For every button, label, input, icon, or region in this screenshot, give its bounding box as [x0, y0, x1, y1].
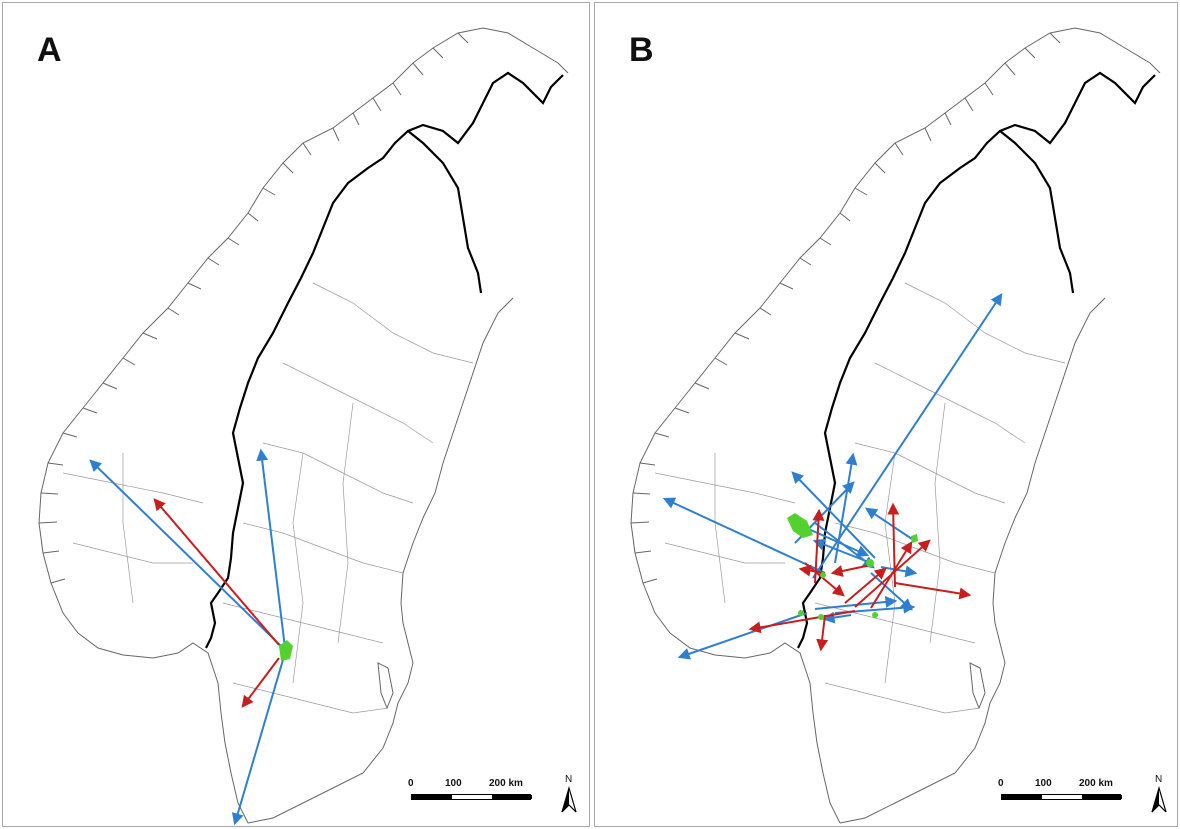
- arrow-blue-north: [256, 448, 286, 649]
- admin-boundaries: [654, 282, 1066, 714]
- scale-tick-0: 0: [408, 778, 414, 789]
- origin-area: [787, 513, 813, 538]
- arrow-red-southwest: [241, 657, 280, 708]
- arrow-blue: [662, 497, 826, 574]
- arrow-red-northwest: [153, 498, 280, 646]
- arrow-blue: [791, 471, 876, 559]
- north-arrow-icon: [561, 785, 577, 813]
- map-b-svg: [630, 27, 1161, 824]
- scale-tick-200: 200 km: [489, 778, 523, 789]
- origin-area: [866, 559, 874, 567]
- arrow-blue-south: [231, 652, 286, 826]
- north-arrow: N: [1149, 774, 1169, 814]
- north-arrow-icon: [1151, 785, 1167, 813]
- origin-area: [820, 572, 826, 578]
- arrow-red: [804, 562, 845, 597]
- scale-tick-100: 100: [1035, 778, 1052, 789]
- origin-area: [798, 610, 804, 616]
- origin-area: [872, 612, 878, 618]
- arrow-blue: [812, 293, 1003, 579]
- panel-label: B: [629, 31, 654, 69]
- map-a-svg: [38, 27, 569, 826]
- national-border: [205, 71, 564, 649]
- origin-area: [279, 640, 293, 661]
- arrow-blue-northwest: [89, 459, 284, 649]
- panel-label: A: [37, 31, 62, 69]
- arrow-blue: [677, 612, 808, 660]
- coastline: [630, 27, 1161, 824]
- north-label: N: [1155, 774, 1163, 785]
- scale-bar-graphic: [411, 794, 532, 800]
- scale-bar: 0 100 200 km: [407, 778, 547, 812]
- scale-bar: 0 100 200 km: [997, 778, 1137, 812]
- origin-area: [818, 614, 824, 620]
- movement-arrows: [89, 448, 286, 826]
- arrow-blue: [834, 452, 858, 564]
- map-panel-a: A 0 100 200 km N: [2, 2, 590, 827]
- national-border: [797, 71, 1156, 649]
- arrow-red: [748, 610, 856, 634]
- scale-tick-100: 100: [445, 778, 462, 789]
- arrow-red: [816, 614, 829, 652]
- origin-areas: [787, 513, 918, 620]
- north-label: N: [565, 774, 573, 785]
- scale-tick-0: 0: [998, 778, 1004, 789]
- scale-bar-graphic: [1001, 794, 1122, 800]
- arrow-red: [830, 564, 872, 577]
- border-finland-sweden: [999, 130, 1075, 294]
- scale-tick-200: 200 km: [1079, 778, 1113, 789]
- coastline: [38, 27, 569, 824]
- arrow-red: [887, 502, 900, 588]
- arrow-red: [894, 582, 972, 600]
- arrow-blue: [865, 507, 916, 542]
- map-panel-b: B 0 100 200 km N: [594, 2, 1178, 827]
- north-arrow: N: [559, 774, 579, 814]
- border-finland-sweden: [407, 130, 483, 294]
- arrow-red: [870, 540, 913, 609]
- arrow-blue: [814, 595, 898, 610]
- admin-boundaries: [62, 282, 474, 714]
- arrow-blue: [822, 611, 852, 624]
- arrow-red: [844, 567, 887, 604]
- origin-area: [911, 534, 918, 543]
